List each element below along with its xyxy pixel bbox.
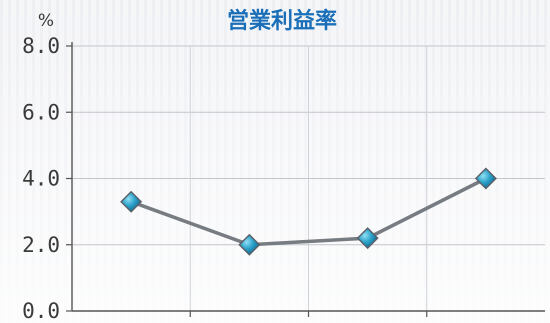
y-axis-unit: % (38, 11, 54, 31)
data-point-marker (240, 235, 259, 254)
series-line (130, 176, 487, 247)
data-point-marker (358, 229, 377, 248)
data-point-marker (122, 192, 141, 211)
chart-title: 営業利益率 (227, 8, 337, 34)
y-tick-label: 8.0 (22, 34, 60, 58)
data-point-marker (476, 169, 495, 188)
y-tick-labels: 0.0 2.0 4.0 6.0 8.0 (22, 34, 60, 323)
series-0 (120, 167, 497, 256)
y-tick-label: 0.0 (22, 299, 60, 323)
y-tick-label: 6.0 (22, 100, 60, 124)
axes (66, 42, 545, 317)
y-tick-label: 4.0 (22, 167, 60, 191)
grid-lines (72, 45, 545, 311)
y-tick-label: 2.0 (22, 233, 60, 257)
